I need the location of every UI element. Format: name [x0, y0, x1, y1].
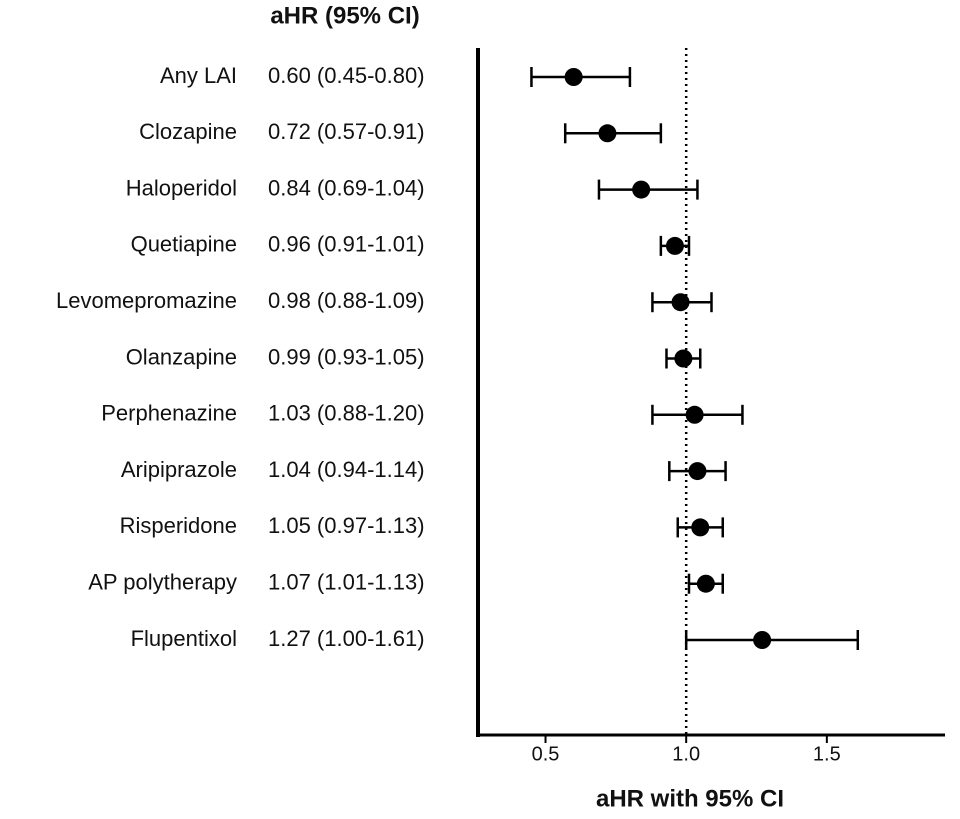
x-axis-label: aHR with 95% CI	[596, 785, 784, 812]
category-label: Olanzapine	[126, 344, 237, 369]
estimate-point	[674, 349, 693, 368]
estimate-point	[696, 574, 715, 593]
estimate-label: 0.84 (0.69-1.04)	[268, 175, 425, 200]
estimate-label: 1.27 (1.00-1.61)	[268, 626, 425, 651]
estimate-point	[632, 180, 651, 199]
estimate-label: 0.98 (0.88-1.09)	[268, 288, 425, 313]
category-label: Haloperidol	[126, 175, 237, 200]
estimate-label: 0.99 (0.93-1.05)	[268, 344, 425, 369]
category-label: Risperidone	[120, 513, 237, 538]
estimate-label: 0.60 (0.45-0.80)	[268, 63, 425, 88]
estimate-point	[598, 124, 617, 143]
category-label: Flupentixol	[131, 626, 237, 651]
estimate-point	[685, 405, 704, 424]
category-label: Perphenazine	[101, 401, 237, 426]
estimate-point	[688, 462, 707, 481]
estimate-point	[691, 518, 710, 537]
estimate-label: 1.05 (0.97-1.13)	[268, 513, 425, 538]
x-tick-label: 0.5	[532, 743, 560, 765]
category-label: Aripiprazole	[121, 457, 237, 482]
category-label: Quetiapine	[131, 232, 237, 257]
column-title: aHR (95% CI)	[270, 2, 419, 29]
estimate-label: 0.96 (0.91-1.01)	[268, 232, 425, 257]
estimate-point	[753, 631, 772, 649]
estimate-point	[564, 68, 583, 86]
x-tick-label: 1.5	[813, 743, 841, 765]
category-label: Levomepromazine	[56, 288, 237, 313]
estimate-point	[665, 236, 684, 255]
category-label: Any LAI	[160, 63, 237, 88]
x-tick-label: 1.0	[672, 743, 700, 765]
category-label: Clozapine	[139, 119, 237, 144]
category-label: AP polytherapy	[88, 570, 237, 595]
estimate-label: 1.04 (0.94-1.14)	[268, 457, 425, 482]
estimate-label: 1.07 (1.01-1.13)	[268, 570, 425, 595]
estimate-point	[671, 293, 690, 312]
estimate-label: 1.03 (0.88-1.20)	[268, 401, 425, 426]
estimate-label: 0.72 (0.57-0.91)	[268, 119, 425, 144]
